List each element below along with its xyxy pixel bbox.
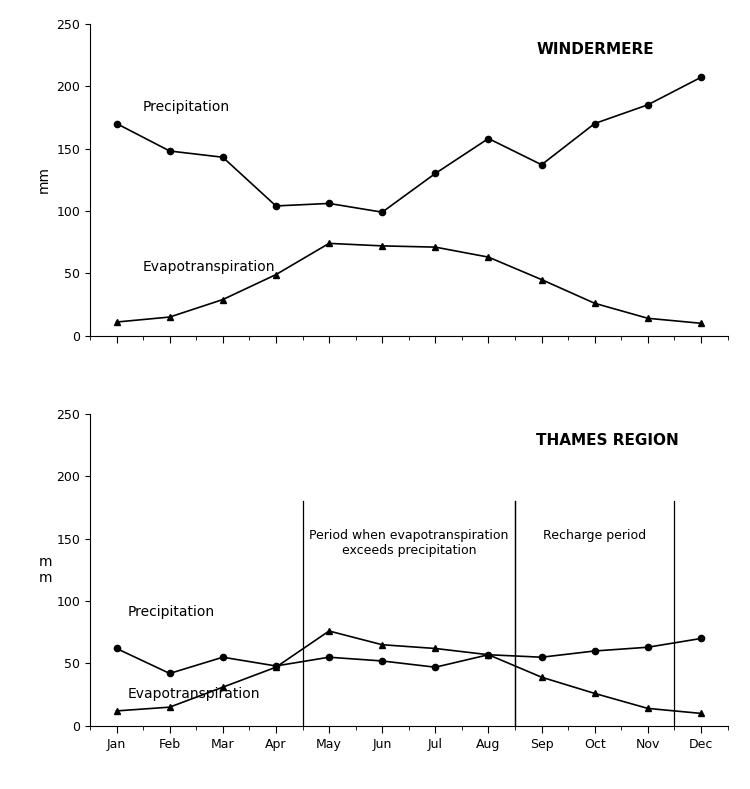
Text: Evapotranspiration: Evapotranspiration bbox=[128, 687, 260, 701]
Text: WINDERMERE: WINDERMERE bbox=[536, 43, 654, 58]
Text: Recharge period: Recharge period bbox=[543, 529, 646, 541]
Y-axis label: mm: mm bbox=[37, 166, 51, 193]
Text: Period when evapotranspiration
exceeds precipitation: Period when evapotranspiration exceeds p… bbox=[309, 529, 509, 556]
Text: Precipitation: Precipitation bbox=[143, 100, 230, 114]
Text: Evapotranspiration: Evapotranspiration bbox=[143, 260, 276, 274]
Y-axis label: m
m: m m bbox=[38, 555, 52, 585]
Text: Precipitation: Precipitation bbox=[128, 605, 214, 619]
Text: THAMES REGION: THAMES REGION bbox=[536, 432, 679, 447]
